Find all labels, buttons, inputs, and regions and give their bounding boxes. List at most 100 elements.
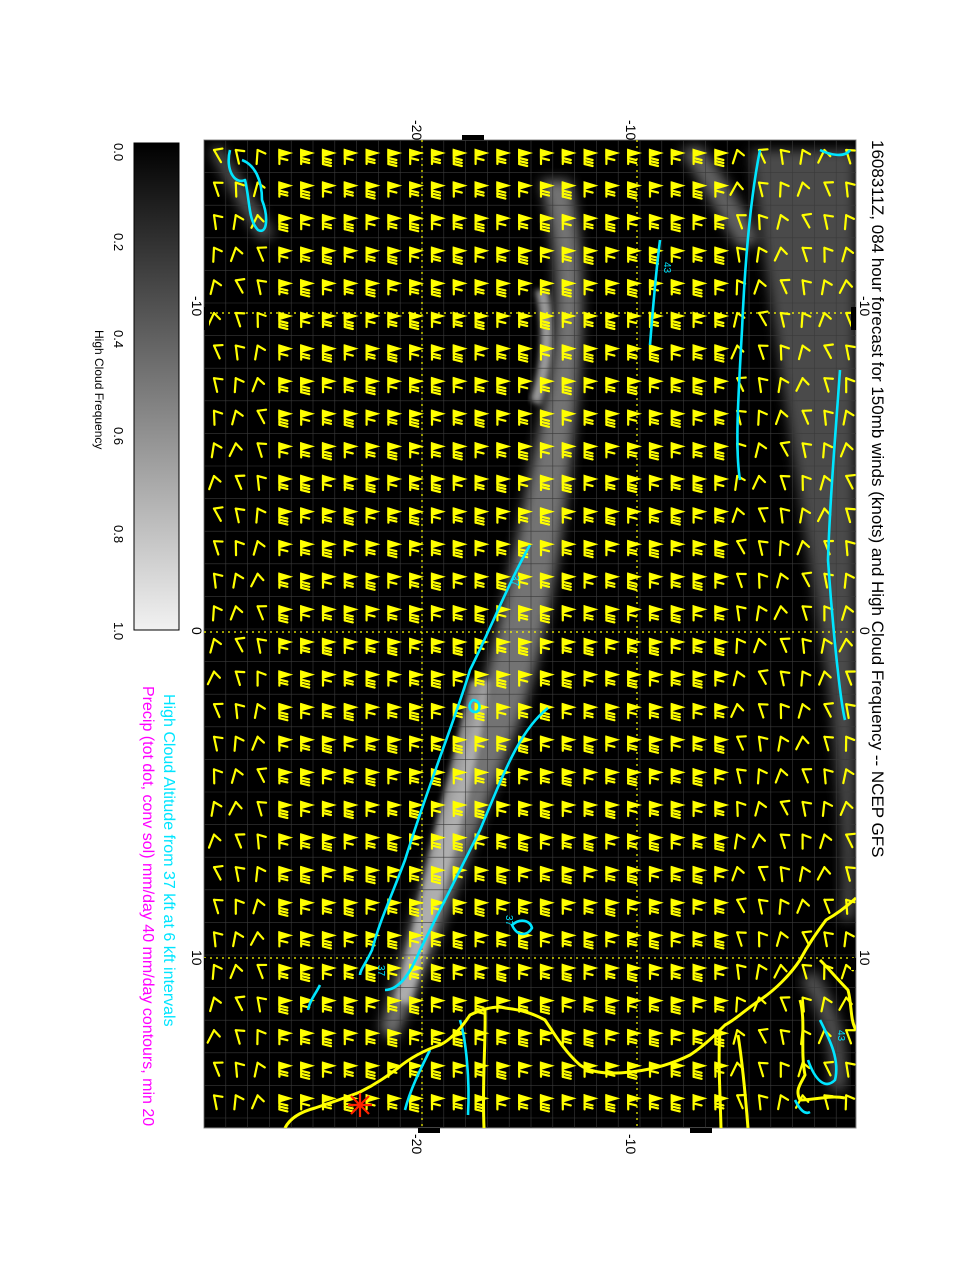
wind-barb (430, 181, 446, 200)
wind-barb (627, 767, 643, 787)
wind-barb (496, 1093, 512, 1111)
wind-barb (648, 996, 664, 1013)
wind-barb (796, 181, 811, 197)
wind-barb (300, 735, 316, 752)
wind-barb (816, 866, 832, 881)
wind-barb (823, 735, 835, 752)
wind-barb (278, 409, 294, 428)
wind-barb (452, 1093, 468, 1111)
wind-barb (561, 833, 577, 850)
wind-barb (539, 507, 555, 526)
wind-barb (234, 344, 246, 361)
wind-barb (820, 279, 833, 296)
wind-barb (670, 1093, 686, 1113)
wind-barb (778, 181, 790, 198)
wind-barb (731, 148, 745, 165)
wind-barb (474, 409, 490, 428)
wind-barb (605, 376, 621, 394)
wind-barb (232, 214, 245, 231)
wind-barb (452, 572, 468, 589)
wind-barb (300, 702, 316, 720)
wind-barb (800, 311, 812, 329)
wind-barb (779, 311, 791, 328)
wind-barb (561, 213, 577, 231)
wind-barb (430, 474, 446, 494)
border-5 (818, 958, 856, 1031)
wind-barb (474, 604, 490, 624)
wind-barb (300, 604, 316, 622)
lat-label-left-2: 0 (189, 627, 205, 635)
wind-barb (561, 930, 577, 948)
wind-barb (539, 409, 555, 428)
wind-barb (670, 735, 686, 752)
wind-barb (732, 1029, 746, 1045)
wind-barb (365, 409, 381, 426)
lat-label-right-3: 10 (857, 950, 873, 966)
wind-barb (605, 865, 621, 883)
wind-barb (452, 833, 468, 852)
wind-barb (561, 1028, 577, 1046)
wind-barb (212, 540, 224, 556)
wind-barb (627, 246, 643, 263)
wind-barb (627, 572, 643, 591)
wind-barb (627, 930, 643, 948)
wind-barb (430, 376, 446, 396)
wind-barb (278, 1093, 294, 1113)
wind-barb (627, 344, 643, 361)
wind-barb (779, 799, 791, 816)
wind-barb (430, 670, 446, 689)
wind-barb (583, 507, 599, 524)
wind-barb (756, 768, 768, 785)
wind-barb (757, 735, 769, 752)
wind-barb (321, 800, 337, 818)
wind-barb (714, 930, 730, 950)
fine-grid (204, 140, 856, 1128)
wind-barb (670, 702, 686, 722)
wind-barb (670, 246, 686, 263)
wind-barb (452, 409, 468, 426)
wind-barb (736, 214, 747, 230)
wind-barb (539, 767, 555, 785)
wind-barb (692, 409, 708, 426)
wind-barb (300, 148, 316, 166)
wind-barb (496, 637, 512, 655)
wind-barb (670, 181, 686, 198)
wind-barb (409, 767, 425, 785)
wind-barb (212, 702, 224, 719)
wind-barb (648, 963, 664, 981)
wind-barb (300, 670, 316, 689)
wind-barb (343, 507, 359, 526)
wind-barb (757, 540, 769, 556)
wind-barb (233, 735, 245, 752)
wind-barb (779, 507, 791, 524)
wind-barb (387, 311, 403, 329)
wind-barb (539, 441, 555, 459)
wind-barb (605, 539, 621, 557)
wind-barb (779, 1029, 791, 1046)
wind-barb (605, 996, 621, 1015)
wind-barb (206, 311, 222, 327)
wind-barb (278, 637, 294, 655)
wind-barb (714, 670, 730, 687)
colorbar-label: High Cloud Frequency (92, 330, 106, 449)
wind-barb (561, 539, 577, 557)
wind-barb (627, 637, 643, 655)
wind-barb (561, 767, 577, 787)
wind-barb (387, 604, 403, 622)
wind-barb (670, 409, 686, 428)
wind-barb (452, 213, 468, 231)
border-1 (481, 1009, 487, 1128)
wind-barb (714, 898, 730, 915)
wind-barb (583, 376, 599, 394)
wind-barb (212, 735, 224, 752)
wind-barb (343, 1028, 359, 1046)
wind-barb (796, 898, 810, 914)
lat-label-right-2: 0 (857, 627, 873, 635)
wind-barb (627, 833, 643, 850)
wind-barb (208, 474, 222, 491)
wind-barb (496, 311, 512, 329)
wind-barb (300, 344, 316, 361)
lon-label-bottom-2: -10 (623, 1134, 639, 1154)
wind-barb (692, 246, 708, 263)
wind-barb (753, 279, 767, 295)
